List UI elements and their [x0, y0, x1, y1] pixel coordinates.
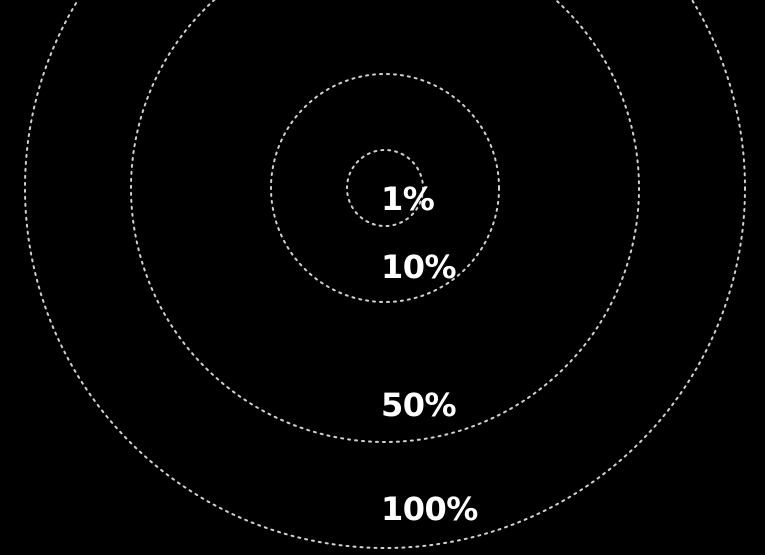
rings-group: [24, 0, 746, 549]
ring-100-percent: [24, 0, 746, 549]
ring-label-1-percent: 1%: [381, 180, 435, 218]
ring-label-10-percent: 10%: [381, 248, 457, 286]
ring-labels-group: 1% 10% 50% 100%: [381, 180, 479, 528]
ring-1-percent: [346, 149, 424, 227]
ring-10-percent: [270, 73, 500, 303]
ring-label-50-percent: 50%: [381, 386, 457, 424]
ring-50-percent: [130, 0, 640, 443]
ring-label-100-percent: 100%: [381, 490, 478, 528]
